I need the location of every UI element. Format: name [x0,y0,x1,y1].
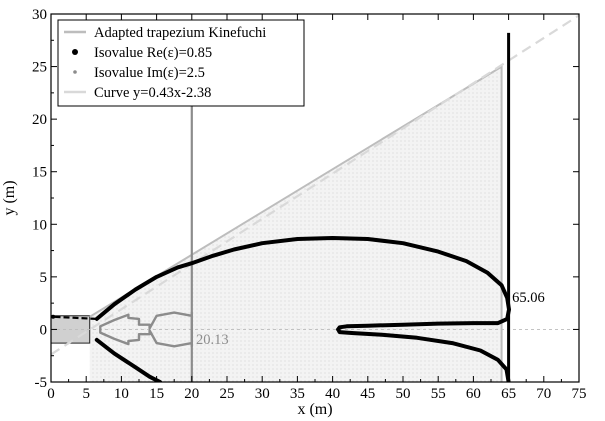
legend-dot-marker [72,49,78,55]
legend-label: Isovalue Re(ε)=0.85 [94,45,212,61]
y-tick-label: 25 [32,60,47,76]
y-tick-label: 5 [40,270,48,286]
x-tick-label: 30 [255,386,270,402]
legend-label: Isovalue Im(ε)=2.5 [94,65,205,81]
re-isovalue-lower [94,337,163,382]
legend-box [57,19,305,107]
x-tick-label: 50 [396,386,411,402]
re-isovalue-inner-lower [336,327,511,382]
legend-label: Curve y=0.43x-2.38 [94,85,211,101]
legend-dot-marker [73,70,77,74]
x-tick-label: 20 [184,386,199,402]
plot-area [51,14,579,382]
x-tick-label: 70 [536,386,551,402]
legend: Adapted trapezium Kinefuchi Isovalue Re(ε… [57,19,305,107]
y-tick-label: 0 [40,322,48,338]
trapezium-line [89,64,503,382]
curve-line [51,14,579,356]
x-tick-label: 55 [431,386,446,402]
y-tick-label: 20 [32,112,47,128]
annotation-label: 65.06 [512,290,545,306]
x-tick-label: 10 [114,386,129,402]
x-tick-label: 45 [360,386,375,402]
x-tick-label: 0 [47,386,55,402]
x-tick-label: 5 [82,386,90,402]
y-tick-label: 30 [32,7,47,23]
x-tick-label: 15 [149,386,164,402]
re-isovalue-dash-link [54,315,97,321]
y-tick-label: -5 [35,375,48,391]
x-tick-label: 25 [220,386,235,402]
y-tick-label: 10 [32,217,47,233]
legend-label: Adapted trapezium Kinefuchi [94,25,266,41]
x-tick-label: 60 [466,386,481,402]
axis-ticks: 0 5 10 15 20 25 30 35 40 45 50 55 60 65 70 75-505101520… [32,7,587,402]
y-axis-title: y (m) [1,180,18,215]
re-isovalue-point [51,314,56,319]
re-isovalue-upper [94,236,511,332]
x-tick-label: 75 [572,386,587,402]
x-axis-title: x (m) [297,401,332,418]
x-tick-label: 35 [290,386,305,402]
x-tick-label: 40 [325,386,340,402]
x-tick-label: 65 [501,386,516,402]
annotations: 20.13 65.06 [196,290,545,348]
y-tick-label: 15 [32,165,47,181]
annotation-label: 20.13 [196,332,229,348]
im-isovalue-contour [99,311,194,348]
